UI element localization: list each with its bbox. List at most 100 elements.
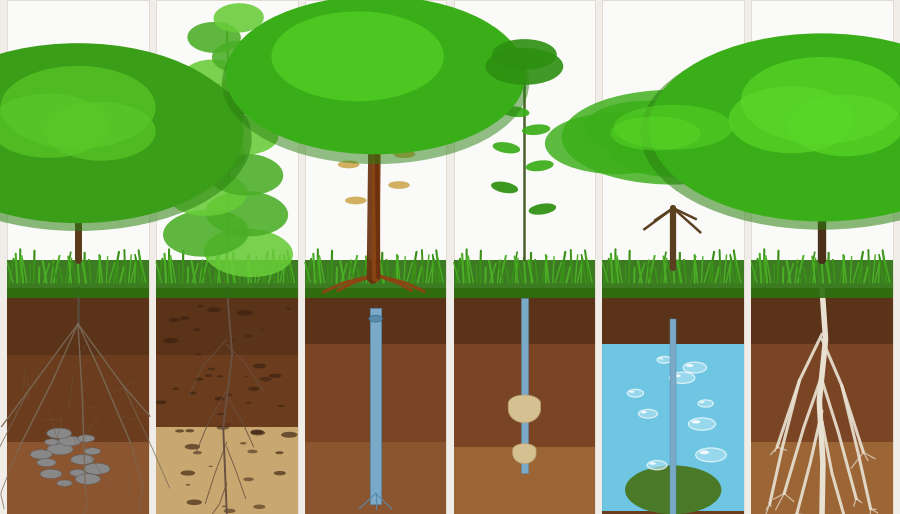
Ellipse shape [77,435,94,442]
Bar [305,288,446,344]
Bar [7,0,148,514]
Ellipse shape [788,95,900,156]
Ellipse shape [222,2,529,164]
Ellipse shape [207,368,215,371]
Ellipse shape [699,450,709,454]
Ellipse shape [46,102,156,161]
Ellipse shape [638,409,657,418]
Ellipse shape [696,448,726,462]
Ellipse shape [203,228,293,277]
Ellipse shape [163,210,249,256]
Ellipse shape [186,500,202,505]
Bar [602,344,744,511]
Ellipse shape [672,374,680,377]
Ellipse shape [183,60,242,94]
Ellipse shape [248,387,260,391]
Ellipse shape [250,430,264,434]
Bar [521,298,528,473]
Ellipse shape [492,39,557,70]
Bar [370,308,381,504]
Ellipse shape [278,405,284,407]
Bar [305,260,446,298]
Polygon shape [513,444,536,464]
Ellipse shape [261,329,265,331]
Ellipse shape [700,401,705,403]
Ellipse shape [230,340,235,341]
Ellipse shape [269,374,282,378]
Ellipse shape [57,480,72,486]
Ellipse shape [185,484,191,486]
Ellipse shape [692,420,700,424]
Ellipse shape [491,181,518,193]
Ellipse shape [485,48,563,85]
Ellipse shape [522,124,550,135]
Ellipse shape [670,372,695,383]
Ellipse shape [647,461,667,470]
Ellipse shape [0,43,244,223]
Ellipse shape [184,444,200,450]
Ellipse shape [627,390,644,397]
Ellipse shape [194,328,201,331]
Ellipse shape [0,66,156,149]
Ellipse shape [244,376,248,377]
Ellipse shape [197,305,204,307]
Ellipse shape [207,307,221,312]
Ellipse shape [286,308,292,309]
Ellipse shape [173,388,179,390]
Ellipse shape [226,0,526,154]
Ellipse shape [168,318,180,322]
Bar [454,260,595,298]
Ellipse shape [71,454,94,465]
Ellipse shape [243,478,254,481]
Ellipse shape [213,3,264,32]
Ellipse shape [239,442,247,445]
Ellipse shape [626,466,721,514]
Ellipse shape [275,451,284,454]
Ellipse shape [176,429,184,433]
Ellipse shape [207,153,284,195]
Ellipse shape [253,363,266,369]
Ellipse shape [641,36,900,230]
Ellipse shape [85,448,101,455]
Ellipse shape [650,462,656,465]
Ellipse shape [698,400,713,407]
Ellipse shape [37,458,56,467]
Ellipse shape [338,160,359,169]
Ellipse shape [168,172,248,216]
Ellipse shape [40,469,62,479]
Ellipse shape [281,432,298,438]
Ellipse shape [44,439,59,445]
Ellipse shape [204,374,212,377]
Ellipse shape [47,444,73,455]
Ellipse shape [274,471,286,475]
Bar [454,447,595,514]
Bar [7,288,148,355]
Ellipse shape [31,450,52,459]
Ellipse shape [163,338,178,343]
Polygon shape [508,395,541,423]
Ellipse shape [610,117,701,151]
Ellipse shape [369,315,382,322]
Bar [602,511,744,514]
Bar [752,0,893,514]
Ellipse shape [657,113,796,172]
Ellipse shape [250,430,266,435]
Bar [602,288,744,344]
Ellipse shape [259,377,272,381]
Bar [7,442,148,514]
Ellipse shape [649,33,900,222]
Bar [7,260,148,298]
Ellipse shape [181,470,195,475]
Ellipse shape [177,97,244,135]
Ellipse shape [205,191,288,236]
Ellipse shape [741,57,900,144]
Ellipse shape [614,105,733,150]
Ellipse shape [209,116,278,155]
Bar [752,288,893,344]
Ellipse shape [221,506,226,507]
Ellipse shape [217,375,222,377]
Bar [156,0,298,514]
Ellipse shape [686,364,693,367]
Bar [454,0,595,514]
Ellipse shape [194,378,203,381]
